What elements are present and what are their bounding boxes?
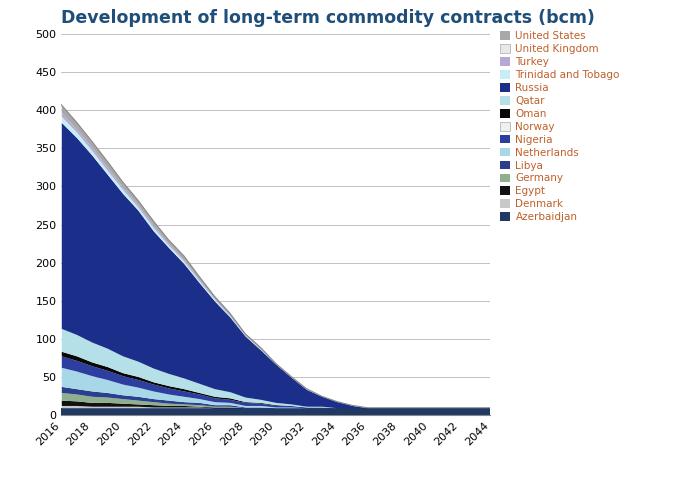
Legend: United States, United Kingdom, Turkey, Trinidad and Tobago, Russia, Qatar, Oman,: United States, United Kingdom, Turkey, T… — [500, 31, 620, 222]
Text: Development of long-term commodity contracts (bcm): Development of long-term commodity contr… — [61, 9, 595, 27]
